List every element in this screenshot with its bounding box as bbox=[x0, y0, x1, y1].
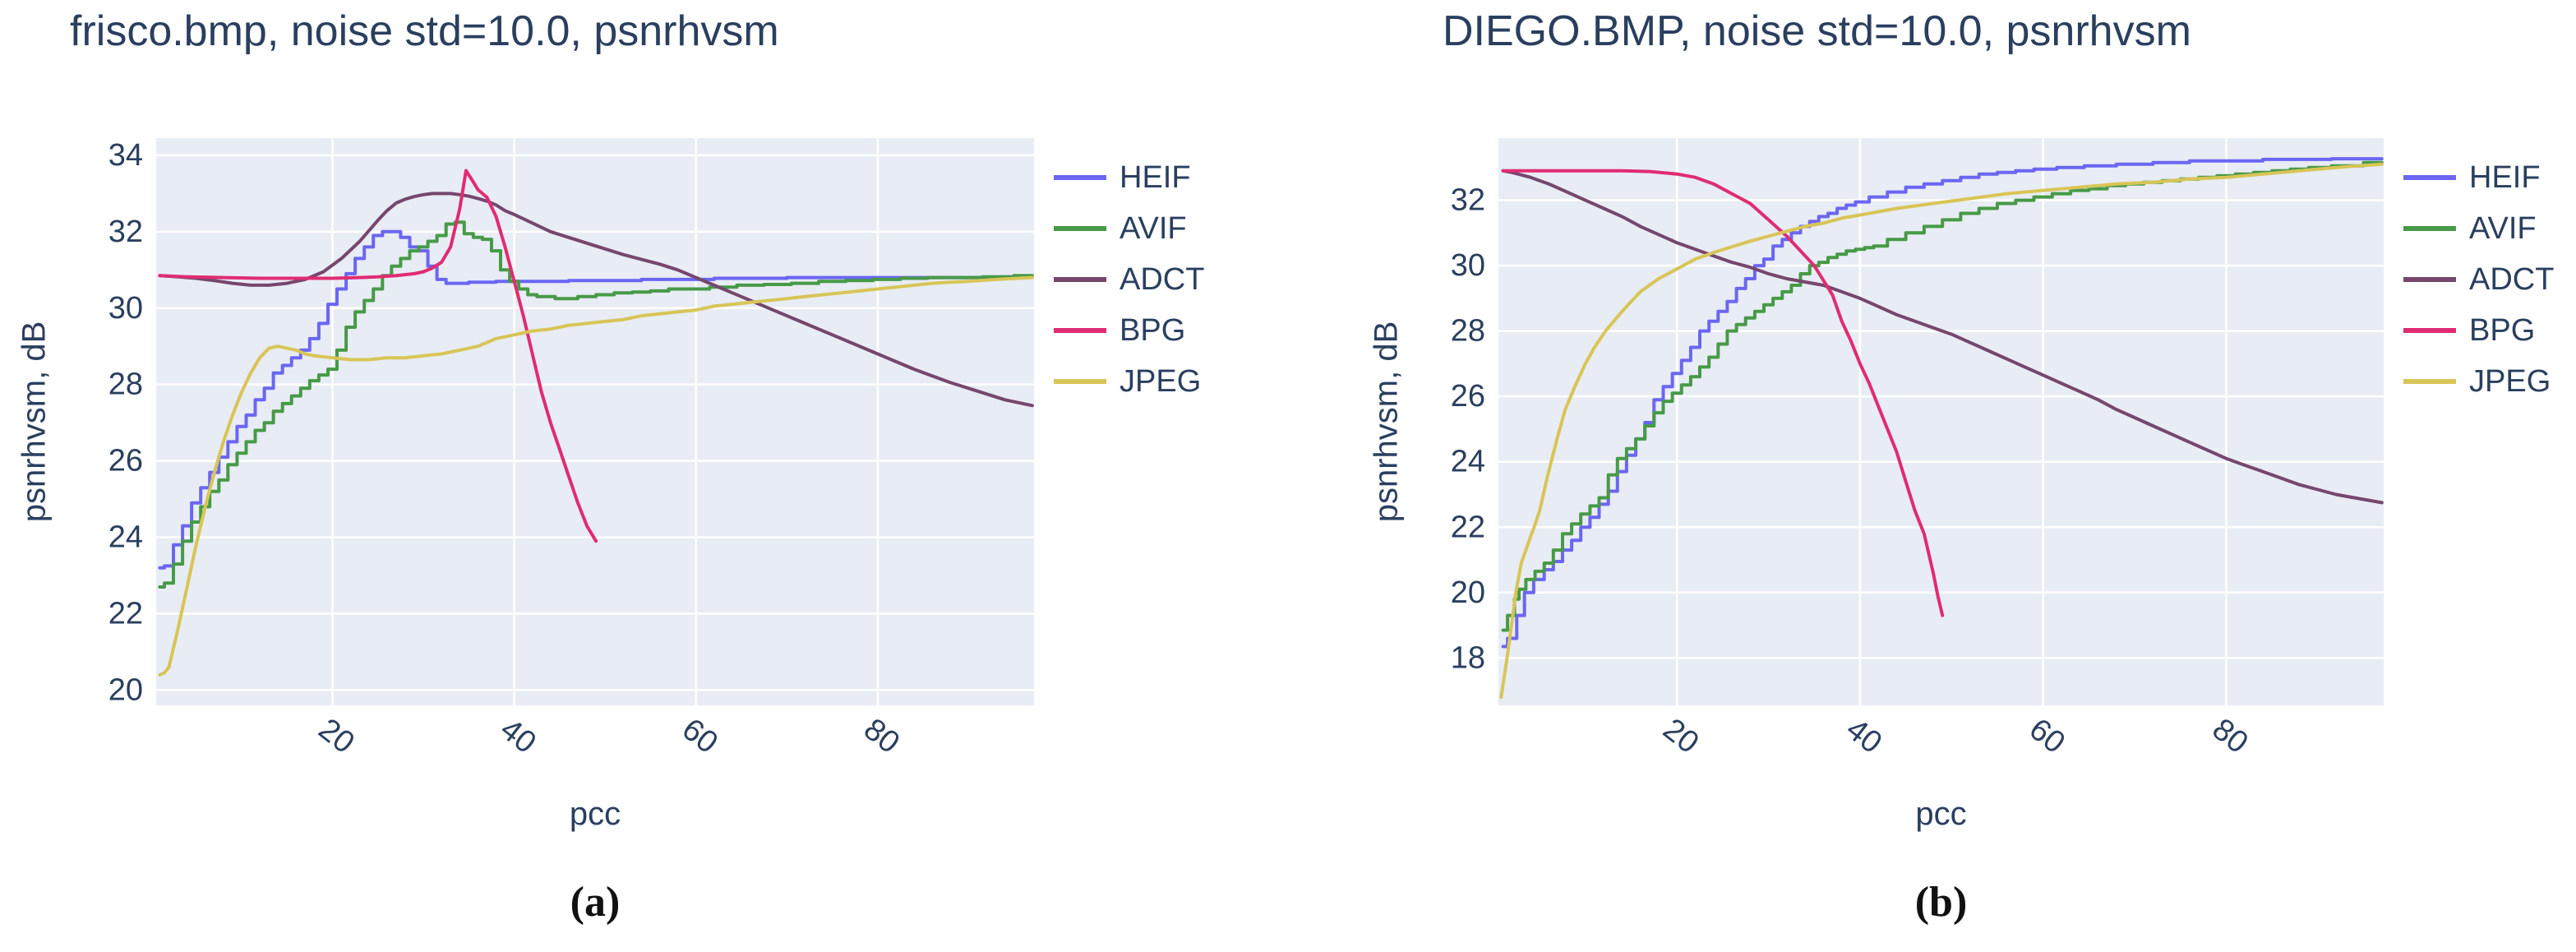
legend-label: BPG bbox=[2469, 313, 2535, 348]
line-chart: 20 22 24 26 28 30 32 34 20 40 60 80 HEIF AVIF ADCT BPG J… bbox=[108, 138, 1205, 760]
y-tick-label: 32 bbox=[1451, 183, 1485, 218]
y-tick-label: 20 bbox=[108, 672, 143, 707]
legend-label: ADCT bbox=[2469, 262, 2554, 297]
x-tick-label: 60 bbox=[676, 712, 724, 760]
legend-label: HEIF bbox=[1119, 160, 1191, 195]
legend-item-jpeg: JPEG bbox=[2403, 364, 2551, 399]
series-line-heif bbox=[158, 229, 1034, 570]
figure-caption-a: (a) bbox=[570, 879, 621, 926]
chart-title: DIEGO.BMP, noise std=10.0, psnrhvsm bbox=[1443, 7, 2191, 55]
line-chart: 18 20 22 24 26 28 30 32 20 40 60 80 HEIF AVIF ADCT BPG J… bbox=[1451, 138, 2554, 760]
x-tick-label: 40 bbox=[1840, 712, 1888, 760]
legend-item-adct: ADCT bbox=[2403, 262, 2554, 297]
y-tick-label: 32 bbox=[108, 215, 143, 249]
series-line-adct bbox=[158, 192, 1034, 408]
x-tick-label: 80 bbox=[857, 712, 906, 760]
series-line-bpg bbox=[158, 169, 598, 543]
legend-label: BPG bbox=[1119, 313, 1185, 348]
legend-label: ADCT bbox=[1119, 262, 1204, 297]
legend-item-bpg: BPG bbox=[2403, 313, 2535, 348]
legend-item-bpg: BPG bbox=[1054, 313, 1185, 348]
y-tick-label: 26 bbox=[108, 444, 143, 478]
chart-title: frisco.bmp, noise std=10.0, psnrhvsm bbox=[70, 7, 779, 55]
chart-panel-a: frisco.bmp, noise std=10.0, psnrhvsm psn… bbox=[16, 7, 1205, 926]
x-tick-label: 60 bbox=[2023, 712, 2071, 760]
y-tick-label: 24 bbox=[108, 520, 143, 555]
series-line-jpeg bbox=[1499, 162, 2384, 700]
y-tick-label: 28 bbox=[1451, 314, 1485, 349]
y-tick-label: 22 bbox=[108, 596, 143, 631]
series-line-avif bbox=[158, 220, 1034, 589]
chart-panel-b: DIEGO.BMP, noise std=10.0, psnrhvsm psnr… bbox=[1288, 0, 2576, 952]
series-line-bpg bbox=[1501, 169, 1945, 617]
x-tick-label: 20 bbox=[1656, 712, 1705, 760]
x-axis-title: pcc bbox=[569, 796, 621, 832]
y-tick-label: 22 bbox=[1451, 510, 1485, 544]
y-tick-label: 24 bbox=[1451, 445, 1485, 479]
x-axis-title: pcc bbox=[1915, 796, 1967, 832]
y-tick-label: 20 bbox=[1451, 575, 1485, 610]
legend-label: HEIF bbox=[2469, 160, 2541, 195]
x-tick-label: 20 bbox=[312, 712, 361, 760]
y-tick-label: 30 bbox=[1451, 248, 1485, 283]
y-tick-label: 26 bbox=[1451, 379, 1485, 414]
x-tick-label: 80 bbox=[2206, 712, 2255, 760]
legend-item-avif: AVIF bbox=[2403, 211, 2537, 246]
y-tick-label: 28 bbox=[108, 367, 143, 402]
legend-item-avif: AVIF bbox=[1054, 211, 1187, 246]
legend-item-heif: HEIF bbox=[2403, 160, 2541, 195]
legend-item-jpeg: JPEG bbox=[1054, 364, 1201, 399]
series-line-adct bbox=[1501, 169, 2384, 505]
plot-area bbox=[156, 138, 1034, 705]
series-line-jpeg bbox=[158, 275, 1034, 677]
y-tick-label: 18 bbox=[1451, 640, 1485, 675]
y-tick-label: 34 bbox=[108, 138, 143, 173]
legend-label: AVIF bbox=[2469, 211, 2537, 246]
x-tick-label: 40 bbox=[494, 712, 542, 760]
legend-label: AVIF bbox=[1119, 211, 1187, 246]
legend-item-adct: ADCT bbox=[1054, 262, 1204, 297]
figure-caption-b: (b) bbox=[1914, 879, 1968, 926]
legend-label: JPEG bbox=[1119, 364, 1201, 399]
y-tick-label: 30 bbox=[108, 291, 143, 326]
series-line-heif bbox=[1501, 157, 2384, 649]
legend-label: JPEG bbox=[2469, 364, 2551, 399]
legend-item-heif: HEIF bbox=[1054, 160, 1191, 195]
